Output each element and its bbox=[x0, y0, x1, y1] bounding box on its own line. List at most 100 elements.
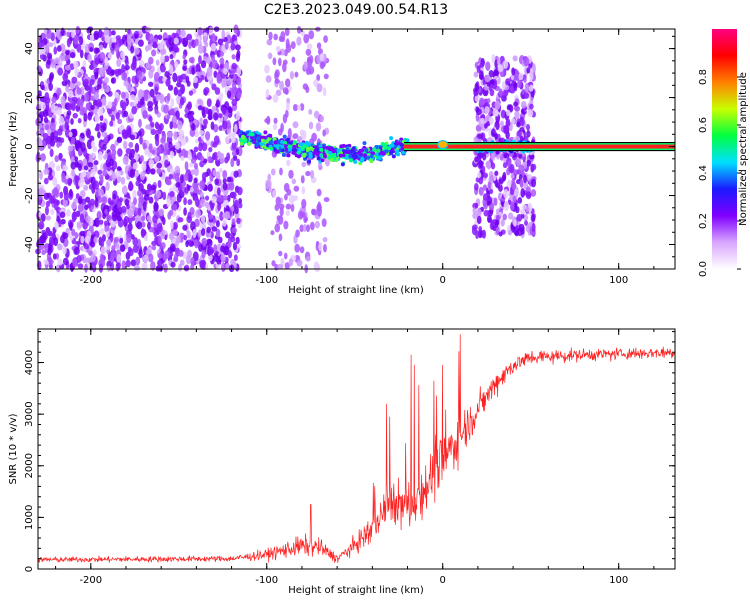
spectrogram-cell bbox=[231, 150, 237, 157]
spectrogram-cell bbox=[270, 168, 276, 176]
spectrogram-cell bbox=[43, 177, 49, 185]
spectrogram-cell bbox=[169, 243, 176, 252]
spectrogram-cell bbox=[391, 154, 396, 159]
spectrogram-cell bbox=[125, 59, 129, 66]
spectrogram-cell bbox=[208, 146, 213, 153]
spectrogram-cell bbox=[494, 100, 501, 110]
spectrogram-cell bbox=[50, 117, 55, 124]
spectrogram-cell bbox=[46, 29, 52, 40]
spectrogram-cell bbox=[174, 172, 180, 182]
spectrogram-cell bbox=[38, 220, 45, 230]
spectrogram-cell bbox=[45, 42, 49, 53]
spectrogram-cell bbox=[233, 254, 238, 262]
spectrogram-cell bbox=[305, 224, 311, 233]
spectrogram-cell bbox=[503, 152, 510, 159]
spectrogram-cell bbox=[163, 263, 168, 273]
spectrogram-cell bbox=[40, 84, 45, 91]
spectrogram-cell bbox=[175, 110, 180, 120]
snr-y-label: SNR (10 * v/v) bbox=[8, 413, 19, 484]
spectrogram-cell bbox=[140, 155, 144, 163]
spectrogram-cell bbox=[130, 134, 136, 141]
spectrogram-cell bbox=[114, 43, 120, 53]
spectrogram-cell bbox=[234, 199, 239, 207]
spectrogram-cell bbox=[191, 123, 196, 131]
spectrogram-cell bbox=[94, 114, 100, 123]
spectrogram-cell bbox=[72, 112, 78, 119]
spectrogram-cell bbox=[307, 159, 312, 164]
spectrogram-cell bbox=[83, 78, 89, 87]
spectrogram-cell bbox=[69, 221, 73, 231]
spectrogram-cell bbox=[231, 54, 236, 60]
spectrogram-cell bbox=[193, 162, 198, 170]
spectrogram-cell bbox=[155, 59, 160, 66]
spectrogram-cell bbox=[300, 175, 305, 184]
spectrogram-cell bbox=[526, 159, 532, 167]
spectrogram-cell bbox=[160, 242, 166, 250]
spectrogram-cell bbox=[502, 171, 507, 181]
spectrogram-cell bbox=[297, 210, 304, 220]
spectrogram-cell bbox=[183, 265, 189, 271]
spectrogram-cell bbox=[66, 103, 73, 111]
spectrogram-cell bbox=[87, 53, 92, 63]
spectrogram-cell bbox=[98, 106, 104, 116]
spectrogram-cell bbox=[79, 230, 86, 237]
spectrogram-cell bbox=[177, 217, 184, 223]
spectrogram-cell bbox=[134, 33, 139, 39]
spectrogram-cell bbox=[369, 154, 374, 159]
spectrogram-cell bbox=[264, 139, 269, 144]
spectrogram-cell bbox=[104, 208, 108, 216]
spectrogram-cell bbox=[199, 155, 205, 162]
spectrogram-cell bbox=[180, 155, 185, 161]
spectrogram-cell bbox=[157, 179, 162, 188]
spectrogram-cell bbox=[151, 245, 156, 251]
spectrogram-cell bbox=[134, 142, 140, 153]
spectrogram-cell bbox=[150, 184, 157, 191]
spectrogram-cell bbox=[145, 45, 150, 52]
spectrogram-cell bbox=[316, 188, 322, 197]
spectrogram-cell bbox=[183, 207, 187, 216]
spectrogram-cell bbox=[340, 162, 345, 167]
spectrogram-cell bbox=[227, 107, 233, 114]
spectrogram-cell bbox=[397, 141, 402, 146]
spectrogram-cell bbox=[503, 189, 509, 199]
spectrogram-cell bbox=[126, 35, 132, 45]
spectrogram-cell bbox=[89, 46, 94, 53]
spectrogram-cell bbox=[348, 154, 353, 159]
spectrogram-cell bbox=[75, 25, 80, 35]
spectrogram-cell bbox=[150, 168, 156, 175]
spectrogram-cell bbox=[94, 72, 99, 80]
spectrogram-cell bbox=[319, 115, 325, 123]
spectrogram-cell bbox=[131, 215, 136, 222]
spectrogram-cell bbox=[92, 263, 97, 273]
spectrogram-cell bbox=[54, 155, 59, 163]
spectrogram-cell bbox=[474, 82, 479, 93]
spectrogram-cell bbox=[70, 136, 76, 145]
spectrogram-cell bbox=[174, 47, 180, 53]
spectrogram-cell bbox=[56, 128, 63, 136]
spectrogram-cell bbox=[292, 133, 299, 140]
spectrogram-cell bbox=[86, 171, 91, 179]
spectrogram-cell bbox=[142, 142, 147, 151]
spectrogram-cell bbox=[185, 240, 189, 248]
spectrogram-cell bbox=[224, 231, 231, 239]
spectrogram-cell bbox=[211, 59, 218, 69]
spectrogram-cell bbox=[509, 83, 515, 94]
spectrogram-cell bbox=[150, 49, 157, 57]
spectrogram-cell bbox=[275, 196, 281, 206]
spectrogram-cell bbox=[120, 205, 127, 214]
spectrogram-cell bbox=[190, 221, 196, 232]
spectrogram-cell bbox=[239, 141, 244, 146]
spectrogram-cell bbox=[305, 256, 311, 262]
spectrogram-cell bbox=[524, 82, 529, 93]
spectrogram-cell bbox=[50, 208, 55, 216]
spectrogram-cell bbox=[201, 237, 208, 246]
spectrogram-cell bbox=[498, 231, 503, 237]
spectrogram-cell bbox=[110, 77, 115, 84]
spectrogram-cell bbox=[220, 262, 226, 273]
spectrogram-cell bbox=[236, 66, 242, 77]
spectrogram-cell bbox=[152, 41, 157, 48]
spectrogram-cell bbox=[246, 142, 251, 147]
spectrogram-cell bbox=[353, 154, 358, 159]
spectrogram-cell bbox=[519, 209, 526, 215]
spectrogram-cell bbox=[210, 121, 215, 131]
